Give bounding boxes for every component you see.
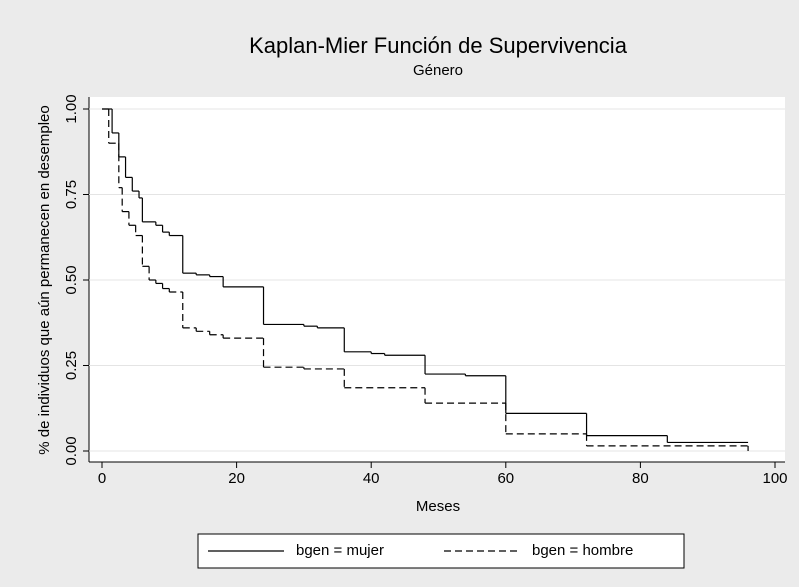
y-tick-label: 0.50: [63, 265, 80, 294]
y-tick-label: 1.00: [63, 94, 80, 123]
y-tick-label: 0.25: [63, 351, 80, 380]
chart-subtitle: Género: [413, 62, 463, 79]
legend-label: bgen = mujer: [296, 542, 384, 559]
x-tick-label: 100: [762, 470, 787, 487]
legend-label: bgen = hombre: [532, 542, 633, 559]
x-tick-label: 40: [363, 470, 380, 487]
x-tick-label: 60: [497, 470, 514, 487]
x-tick-label: 20: [228, 470, 245, 487]
y-tick-label: 0.75: [63, 180, 80, 209]
x-tick-label: 80: [632, 470, 649, 487]
x-tick-label: 0: [98, 470, 106, 487]
y-tick-label: 0.00: [63, 436, 80, 465]
x-axis-label: Meses: [416, 498, 460, 515]
y-axis-label: % de individuos que aún permanecen en de…: [36, 105, 53, 454]
chart-title: Kaplan-Mier Función de Supervivencia: [249, 33, 628, 58]
